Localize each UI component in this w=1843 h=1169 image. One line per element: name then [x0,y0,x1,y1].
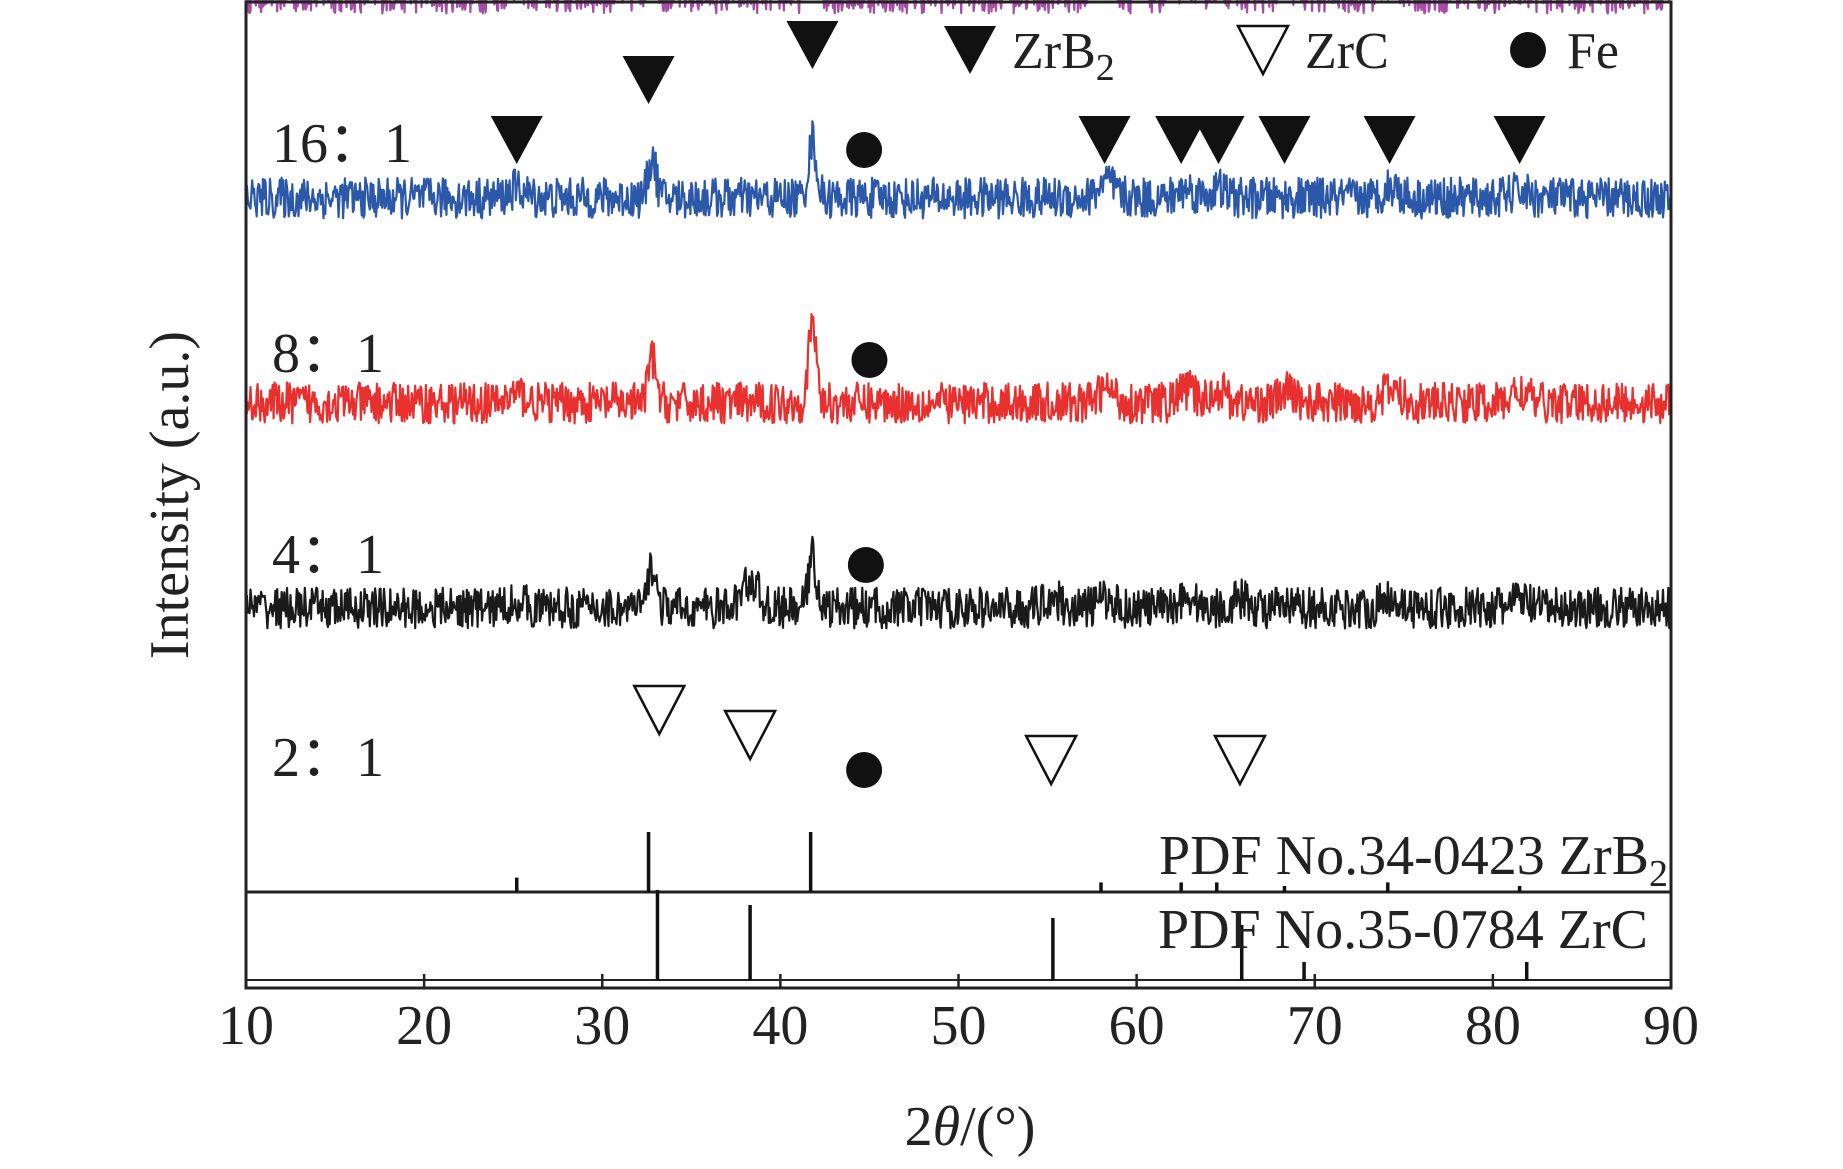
x-tick-label: 20 [396,995,452,1057]
fe-marker-icon [846,132,883,168]
zrc-marker-icon [1235,24,1291,77]
zrb2-marker-icon [1258,116,1311,164]
x-tick-label: 90 [1643,995,1699,1057]
zrb2-marker-icon [490,116,543,164]
legend: ZrB2 ZrC Fe [944,23,1619,89]
fe-marker-icon [847,547,884,583]
series-layer [244,0,1673,630]
zrb2-marker-icon [1192,116,1245,164]
legend-label: ZrB2 [1012,23,1115,89]
fe-marker-icon [851,342,888,378]
legend-label: Fe [1567,23,1619,80]
series-line [244,535,1673,630]
series-label: 4：1 [272,524,384,586]
legend-label-subscript: 2 [1096,47,1115,89]
series-label: 8：1 [272,323,384,385]
x-tick-label: 10 [218,995,274,1057]
zrb2-marker-icon [622,56,675,104]
zrc-marker-icon [632,684,687,737]
x-tick-label: 60 [1109,995,1165,1057]
x-tick-label: 40 [752,995,808,1057]
x-tick-label: 70 [1287,995,1343,1057]
zrc-marker-icon [1024,734,1079,787]
reference-label-text: PDF No.35-0784 ZrC [1158,899,1648,961]
series-label-layer: 16：1 8：1 4：1 2：1 [272,113,412,789]
x-tick-label: 80 [1465,995,1521,1057]
zrb2-marker-icon [1078,116,1131,164]
zrc-marker-icon [723,709,778,762]
zrc-marker-icon [1212,734,1268,787]
legend-label-text: ZrC [1305,23,1389,80]
zrb2-marker-icon [1363,116,1416,164]
y-axis-title: Intensity (a.u.) [139,331,201,659]
legend-label-text: ZrB [1012,23,1096,80]
series-line [244,120,1673,220]
x-tick-label: 30 [574,995,630,1057]
zrb2-marker-icon [944,26,996,74]
fe-marker-icon [1510,32,1546,68]
series-label: 16：1 [272,113,412,175]
reference-label: PDF No.35-0784 ZrC [1158,899,1648,961]
series-label: 2：1 [272,727,384,789]
zrb2-marker-icon [1155,116,1208,164]
zrb2-marker-icon [1493,116,1546,164]
zrb2-marker-icon [786,21,839,69]
series-line [244,0,1671,15]
legend-label: ZrC [1305,23,1389,80]
axes-layer: 10 20 30 40 50 60 70 80 90 [218,0,1699,1057]
x-axis-title: 2θ/(°) [905,1096,1036,1158]
reference-label: PDF No.34-0423 ZrB2 [1159,825,1668,895]
peak-marker-layer [490,21,1546,788]
legend-label-text: Fe [1567,23,1619,80]
x-tick-label: 50 [931,995,987,1057]
fe-marker-icon [846,752,883,788]
series-line [244,313,1673,425]
reference-label-text: PDF No.34-0423 ZrB [1159,825,1649,887]
reference-label-subscript: 2 [1649,853,1668,895]
